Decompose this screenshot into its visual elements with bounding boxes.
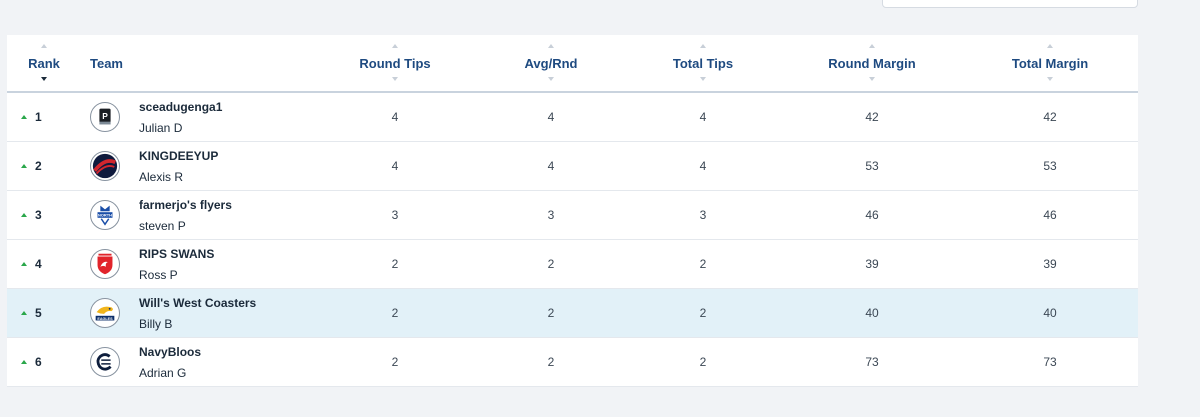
rank-number: 3 — [35, 208, 42, 222]
sort-total-tips-header[interactable]: Total Tips — [648, 35, 758, 91]
total-tips-value: 2 — [699, 355, 707, 369]
avg-rnd-value: 4 — [547, 110, 555, 124]
total-margin-value: 73 — [1043, 355, 1057, 369]
round-tips-header-label: Round Tips — [359, 56, 431, 71]
total-tips-header-label: Total Tips — [672, 56, 734, 71]
total-margin-header-label: Total Margin — [1011, 56, 1089, 71]
total-tips-value: 4 — [699, 110, 707, 124]
sort-asc-icon — [392, 44, 398, 48]
rank-up-icon — [21, 262, 27, 266]
sort-asc-icon — [548, 44, 554, 48]
rank-number: 1 — [35, 110, 42, 124]
sort-asc-icon — [869, 44, 875, 48]
table-row[interactable]: 3 NORTH farmerjo's flyers steven P 3 3 3… — [7, 191, 1138, 240]
total-margin-value: 46 — [1043, 208, 1057, 222]
round-margin-value: 40 — [865, 306, 879, 320]
total-margin-value: 40 — [1043, 306, 1057, 320]
sort-avg-rnd-header[interactable]: Avg/Rnd — [496, 35, 606, 91]
owner-name: Julian D — [139, 121, 183, 135]
round-margin-value: 53 — [865, 159, 879, 173]
sort-desc-icon — [548, 77, 554, 81]
owner-name: Billy B — [139, 317, 173, 331]
rank-number: 5 — [35, 306, 42, 320]
port-adelaide-icon: P — [90, 102, 120, 132]
sort-asc-icon — [1047, 44, 1053, 48]
sort-desc-icon — [700, 77, 706, 81]
total-margin-value: 42 — [1043, 110, 1057, 124]
sort-total-margin-header[interactable]: Total Margin — [985, 35, 1115, 91]
table-header: Rank Team Round Tips Avg/Rnd Total Tips … — [7, 35, 1138, 93]
sort-desc-icon — [392, 77, 398, 81]
sort-desc-icon — [1047, 77, 1053, 81]
north-melbourne-icon: NORTH — [90, 200, 120, 230]
svg-text:P: P — [102, 111, 108, 121]
sort-asc-icon — [700, 44, 706, 48]
avg-rnd-value: 2 — [547, 257, 555, 271]
team-header: Team — [90, 35, 150, 91]
table-row-highlighted[interactable]: 5 EAGLES Will's West Coasters Billy B 2 … — [7, 289, 1138, 338]
total-tips-value: 4 — [699, 159, 707, 173]
round-margin-header-label: Round Margin — [828, 56, 916, 71]
avg-rnd-value: 2 — [547, 355, 555, 369]
avg-rnd-value: 3 — [547, 208, 555, 222]
team-name[interactable]: Will's West Coasters — [139, 296, 257, 310]
sort-asc-icon — [41, 44, 47, 48]
table-row[interactable]: 4 RIPS SWANS Ross P 2 2 2 39 39 — [7, 240, 1138, 289]
rank-up-icon — [21, 164, 27, 168]
owner-name: Alexis R — [139, 170, 184, 184]
sydney-swans-icon — [90, 249, 120, 279]
rank-number: 2 — [35, 159, 42, 173]
svg-text:NORTH: NORTH — [98, 213, 112, 218]
sort-round-margin-header[interactable]: Round Margin — [807, 35, 937, 91]
rank-header-label: Rank — [28, 56, 60, 71]
west-coast-eagles-icon: EAGLES — [90, 298, 120, 328]
total-tips-value: 2 — [699, 257, 707, 271]
round-tips-value: 3 — [391, 208, 399, 222]
svg-text:EAGLES: EAGLES — [97, 317, 113, 321]
owner-name: Adrian G — [139, 366, 187, 380]
rank-up-icon — [21, 115, 27, 119]
avg-rnd-header-label: Avg/Rnd — [524, 56, 578, 71]
avg-rnd-value: 2 — [547, 306, 555, 320]
leaderboard-table: Rank Team Round Tips Avg/Rnd Total Tips … — [7, 35, 1138, 387]
round-tips-value: 4 — [391, 110, 399, 124]
round-tips-value: 2 — [391, 257, 399, 271]
table-row[interactable]: 2 KINGDEEYUP Alexis R 4 4 4 53 53 — [7, 142, 1138, 191]
round-margin-value: 39 — [865, 257, 879, 271]
rank-number: 6 — [35, 355, 42, 369]
team-name[interactable]: sceadugenga1 — [139, 100, 223, 114]
table-row[interactable]: 1 P sceadugenga1 Julian D 4 4 4 42 42 — [7, 93, 1138, 142]
total-tips-value: 3 — [699, 208, 707, 222]
rank-up-icon — [21, 311, 27, 315]
team-name[interactable]: KINGDEEYUP — [139, 149, 219, 163]
total-tips-value: 2 — [699, 306, 707, 320]
avg-rnd-value: 4 — [547, 159, 555, 173]
rank-up-icon — [21, 360, 27, 364]
round-tips-value: 4 — [391, 159, 399, 173]
team-name[interactable]: RIPS SWANS — [139, 247, 215, 261]
table-row[interactable]: 6 NavyBloos Adrian G 2 2 2 73 73 — [7, 338, 1138, 387]
melbourne-icon — [90, 151, 120, 181]
rank-number: 4 — [35, 257, 42, 271]
round-tips-value: 2 — [391, 355, 399, 369]
total-margin-value: 39 — [1043, 257, 1057, 271]
rank-up-icon — [21, 213, 27, 217]
owner-name: steven P — [139, 219, 186, 233]
sort-round-tips-header[interactable]: Round Tips — [340, 35, 450, 91]
owner-name: Ross P — [139, 268, 178, 282]
sort-desc-icon — [41, 77, 47, 81]
top-dropdown[interactable] — [882, 0, 1138, 8]
team-name[interactable]: farmerjo's flyers — [139, 198, 232, 212]
total-margin-value: 53 — [1043, 159, 1057, 173]
sort-desc-icon — [869, 77, 875, 81]
team-name[interactable]: NavyBloos — [139, 345, 202, 359]
sort-rank-header[interactable]: Rank — [14, 35, 74, 91]
round-margin-value: 46 — [865, 208, 879, 222]
round-margin-value: 42 — [865, 110, 879, 124]
carlton-icon — [90, 347, 120, 377]
round-margin-value: 73 — [865, 355, 879, 369]
round-tips-value: 2 — [391, 306, 399, 320]
team-header-label: Team — [90, 56, 123, 71]
